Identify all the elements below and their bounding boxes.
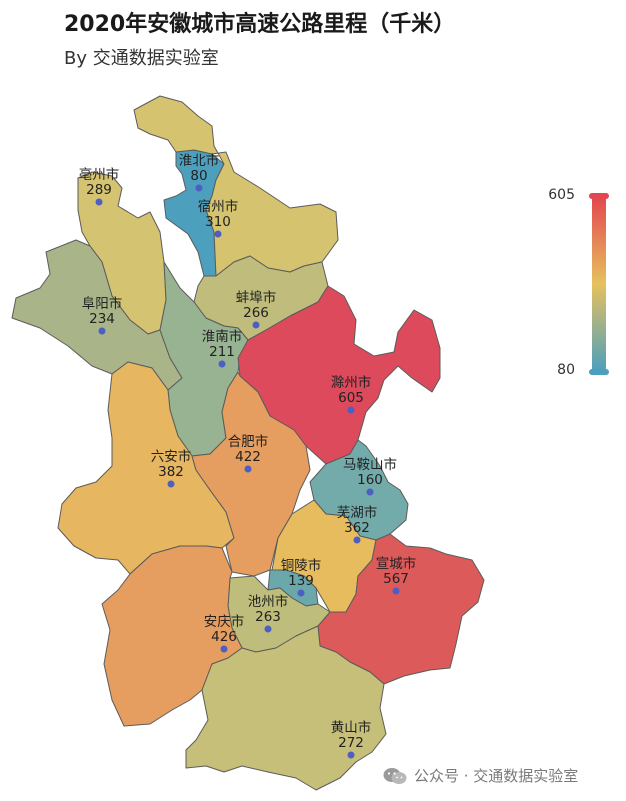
city-value-label: 310 (205, 214, 231, 230)
city-name-label: 马鞍山市 (343, 456, 397, 473)
chart-subtitle: By 交通数据实验室 (64, 48, 219, 69)
city-name-label: 合肥市 (228, 433, 269, 450)
wechat-icon (383, 767, 407, 784)
city-value-label: 289 (86, 182, 112, 198)
city-name-label: 淮南市 (202, 328, 243, 345)
city-dot[interactable] (366, 488, 374, 496)
city-value-label: 567 (383, 571, 409, 587)
city-name-label: 六安市 (151, 448, 192, 465)
city-dot[interactable] (244, 465, 252, 473)
city-dot[interactable] (218, 360, 226, 368)
city-value-label: 263 (255, 609, 281, 625)
city-value-label: 266 (243, 305, 269, 321)
legend-color-bar (592, 196, 606, 372)
city-dot[interactable] (167, 480, 175, 488)
city-name-label: 滁州市 (331, 374, 372, 391)
city-name-label: 亳州市 (79, 166, 120, 183)
city-value-label: 422 (235, 449, 261, 465)
city-dot[interactable] (347, 751, 355, 759)
city-value-label: 160 (357, 472, 383, 488)
chart-title: 2020年安徽城市高速公路里程（千米） (64, 12, 456, 37)
city-value-label: 362 (344, 520, 370, 536)
city-name-label: 宣城市 (376, 555, 417, 572)
city-name-label: 池州市 (248, 593, 289, 610)
city-dot[interactable] (264, 625, 272, 633)
city-value-label: 234 (89, 311, 115, 327)
region-suzhou[interactable] (133, 95, 339, 277)
city-name-label: 铜陵市 (281, 557, 322, 574)
city-value-label: 426 (211, 629, 237, 645)
city-dot[interactable] (98, 327, 106, 335)
region-hefei[interactable] (191, 371, 311, 577)
city-dot[interactable] (297, 589, 305, 597)
city-value-label: 211 (209, 344, 235, 360)
legend-min-label: 80 (557, 362, 575, 378)
watermark: 公众号 · 交通数据实验室 (382, 765, 578, 786)
city-dot[interactable] (220, 645, 228, 653)
city-dot[interactable] (95, 198, 103, 206)
city-dot[interactable] (347, 406, 355, 414)
city-value-label: 139 (288, 573, 314, 589)
city-value-label: 272 (338, 735, 364, 751)
legend-handle-bottom[interactable] (589, 369, 609, 375)
region-huangshan[interactable] (185, 625, 387, 791)
city-name-label: 蚌埠市 (236, 289, 277, 306)
city-dot[interactable] (392, 587, 400, 595)
city-value-label: 605 (338, 390, 364, 406)
city-name-label: 芜湖市 (337, 504, 378, 521)
city-value-label: 382 (158, 464, 184, 480)
city-value-label: 80 (190, 168, 207, 184)
city-name-label: 安庆市 (204, 613, 245, 630)
city-name-label: 淮北市 (179, 152, 220, 169)
city-name-label: 宿州市 (198, 198, 239, 215)
city-dot[interactable] (353, 536, 361, 544)
city-dot[interactable] (195, 184, 203, 192)
city-dot[interactable] (252, 321, 260, 329)
city-dot[interactable] (214, 230, 222, 238)
legend-max-label: 605 (548, 187, 575, 203)
city-name-label: 黄山市 (331, 719, 372, 736)
watermark-text: 公众号 · 交通数据实验室 (414, 767, 579, 785)
city-name-label: 阜阳市 (82, 295, 123, 312)
